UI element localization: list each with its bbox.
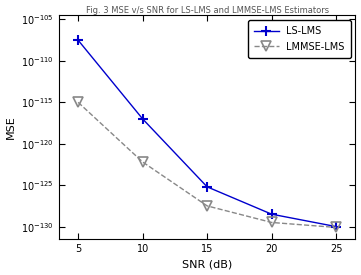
LMMSE-LMS [205, 204, 209, 208]
LS-LMS [205, 185, 209, 188]
LS-LMS [76, 39, 80, 42]
Title: Fig. 3 MSE v/s SNR for LS-LMS and LMMSE-LMS Estimators: Fig. 3 MSE v/s SNR for LS-LMS and LMMSE-… [86, 6, 329, 15]
LMMSE-LMS [140, 160, 145, 164]
LMMSE-LMS [76, 101, 80, 104]
Line: LS-LMS: LS-LMS [73, 35, 341, 232]
Line: LMMSE-LMS: LMMSE-LMS [73, 97, 341, 232]
X-axis label: SNR (dB): SNR (dB) [182, 259, 232, 270]
Legend: LS-LMS, LMMSE-LMS: LS-LMS, LMMSE-LMS [248, 20, 351, 58]
LS-LMS [334, 225, 338, 228]
LMMSE-LMS [334, 226, 338, 229]
Y-axis label: MSE: MSE [5, 115, 16, 139]
LS-LMS [140, 117, 145, 120]
LS-LMS [269, 213, 274, 216]
LMMSE-LMS [269, 221, 274, 224]
